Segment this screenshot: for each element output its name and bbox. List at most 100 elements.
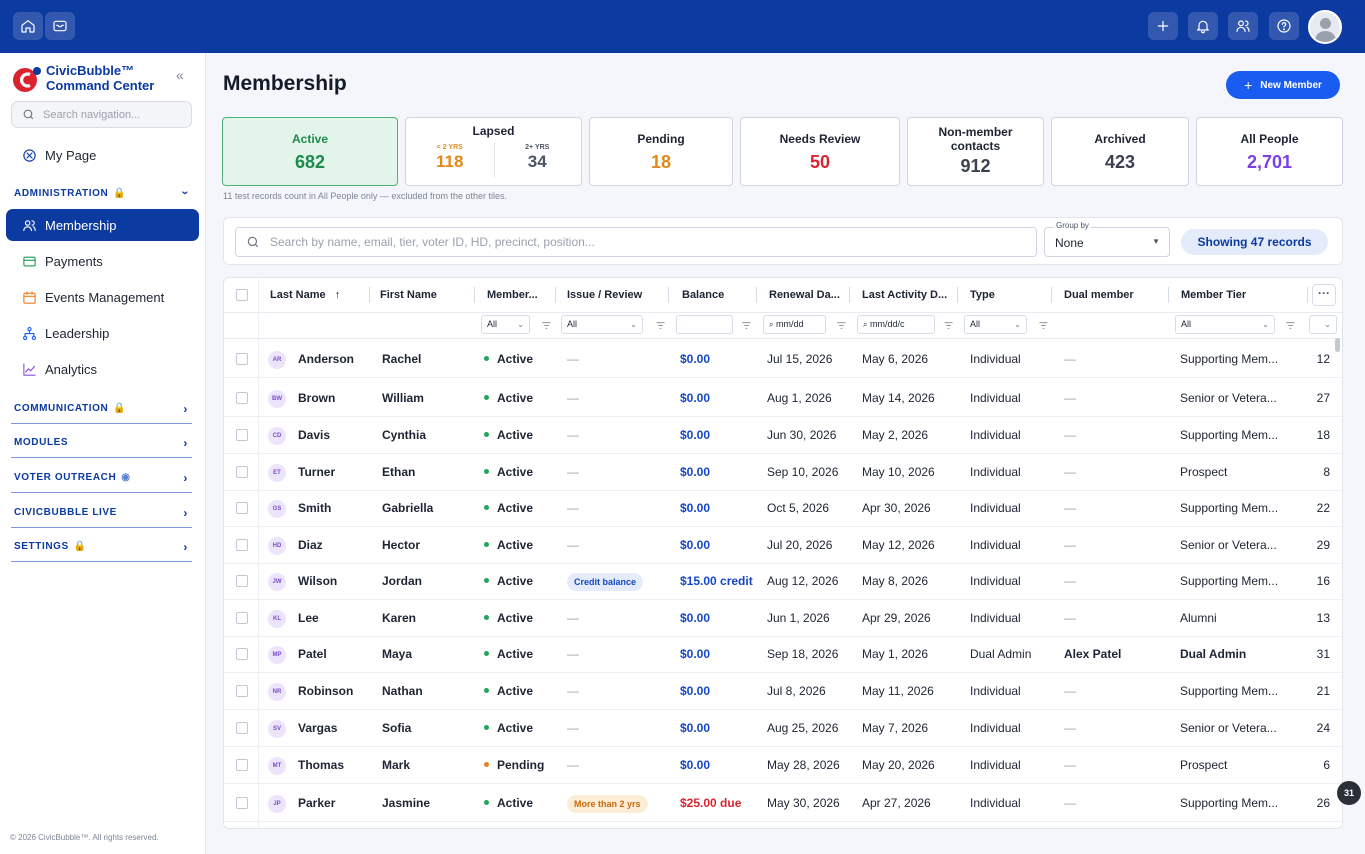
col-member-tier[interactable]: Member Tier	[1181, 289, 1247, 301]
table-row[interactable]: BW Brown William Active — $0.00 Aug 1, 2026 May…	[224, 380, 1342, 417]
section-voter-outreach[interactable]: VOTER OUTREACH ◉ ›	[11, 463, 192, 493]
section-administration[interactable]: ADMINISTRATION 🔒 ›	[11, 178, 193, 208]
messages-button[interactable]	[45, 12, 75, 40]
renewal-date-filter[interactable]: ⌕ mm/dd	[763, 315, 826, 334]
lapsed-under-2[interactable]: < 2 YRS 118	[406, 144, 494, 172]
filter-icon[interactable]	[1038, 318, 1049, 329]
row-checkbox[interactable]	[236, 759, 248, 771]
user-avatar[interactable]	[1308, 10, 1342, 44]
chevron-right-icon: ›	[183, 402, 188, 416]
status-text: Active	[497, 684, 534, 698]
row-checkbox[interactable]	[236, 797, 248, 809]
row-checkbox[interactable]	[236, 575, 248, 587]
tile-all-people[interactable]: All People 2,701	[1196, 117, 1343, 186]
tile-non-member-contacts[interactable]: Non-member contacts 912	[907, 117, 1044, 186]
section-civicbubble-live[interactable]: CIVICBUBBLE LIVE ›	[11, 498, 192, 528]
balance-filter-input[interactable]	[676, 315, 733, 334]
table-row[interactable]: AR Anderson Rachel Active — $0.00 Jul 15, 2026…	[224, 341, 1342, 378]
issue-filter-select[interactable]: All ⌄	[561, 315, 643, 334]
tile-active[interactable]: Active 682	[222, 117, 398, 186]
help-button[interactable]	[1269, 12, 1299, 40]
table-row[interactable]: KL Lee Karen Active — $0.00 Jun 1, 2026 Apr 29,…	[224, 600, 1342, 637]
col-type[interactable]: Type	[970, 289, 995, 301]
home-button[interactable]	[13, 12, 43, 40]
row-checkbox[interactable]	[236, 392, 248, 404]
table-row[interactable]: CD Davis Cynthia Active — $0.00 Jun 30, 2026 Ma…	[224, 417, 1342, 454]
table-row[interactable]: JP Parker Jasmine Active More than 2 yrs $25.…	[224, 785, 1342, 822]
col-balance[interactable]: Balance	[682, 289, 725, 301]
lapsed-over-2[interactable]: 2+ YRS 34	[494, 144, 582, 172]
records-search-input[interactable]: Search by name, email, tier, voter ID, H…	[235, 227, 1037, 257]
row-checkbox[interactable]	[236, 502, 248, 514]
row-checkbox[interactable]	[236, 429, 248, 441]
collapse-sidebar-icon[interactable]: «	[176, 67, 184, 83]
tile-archived[interactable]: Archived 423	[1051, 117, 1189, 186]
cell-member-status: Active	[484, 673, 559, 710]
col-issue-review[interactable]: Issue / Review	[567, 289, 643, 301]
row-checkbox[interactable]	[236, 648, 248, 660]
row-checkbox[interactable]	[236, 466, 248, 478]
section-communication[interactable]: COMMUNICATION 🔒 ›	[11, 394, 192, 424]
tile-lapsed[interactable]: Lapsed < 2 YRS 118 2+ YRS 34	[405, 117, 582, 186]
section-settings[interactable]: SETTINGS 🔒 ›	[11, 532, 192, 562]
table-row[interactable]: JW Wilson Jordan Active Credit balance $15.00…	[224, 563, 1342, 600]
tile-needs-review[interactable]: Needs Review 50	[740, 117, 900, 186]
tile-label: Lapsed	[472, 124, 515, 138]
nav-search-input[interactable]: Search navigation...	[11, 101, 192, 128]
section-label: ADMINISTRATION	[14, 187, 109, 199]
last-activity-filter[interactable]: ⌕ mm/dd/c	[857, 315, 935, 334]
filter-icon[interactable]	[836, 318, 847, 329]
col-dual-member[interactable]: Dual member	[1064, 289, 1134, 301]
col-last-name[interactable]: Last Name ↑	[270, 278, 360, 312]
table-scrollbar[interactable]	[1335, 338, 1340, 352]
member-filter-select[interactable]: All ⌄	[481, 315, 530, 334]
tile-pending[interactable]: Pending 18	[589, 117, 733, 186]
filter-icon[interactable]	[943, 318, 954, 329]
table-row[interactable]: ET Turner Ethan Active — $0.00 Sep 10, 2026 May…	[224, 454, 1342, 491]
tier-filter-select[interactable]: All ⌄	[1175, 315, 1275, 334]
col-first-name[interactable]: First Name	[380, 289, 437, 301]
table-row[interactable]: NR Robinson Nathan Active — $0.00 Jul 8, 2026 M…	[224, 673, 1342, 710]
cell-dual-member: —	[1064, 465, 1076, 479]
filter-icon[interactable]	[655, 318, 666, 329]
new-member-button[interactable]: + New Member	[1226, 71, 1340, 99]
table-row[interactable]: SV Vargas Sofia Active — $0.00 Aug 25, 2026 May…	[224, 710, 1342, 747]
table-row[interactable]: MT Thomas Mark Pending — $0.00 May 28, 2026 May…	[224, 747, 1342, 784]
row-checkbox[interactable]	[236, 539, 248, 551]
chevron-right-icon: ›	[183, 506, 188, 520]
add-button[interactable]	[1148, 12, 1178, 40]
notifications-button[interactable]	[1188, 12, 1218, 40]
row-checkbox[interactable]	[236, 722, 248, 734]
filter-icon[interactable]	[541, 318, 552, 329]
section-label: CIVICBUBBLE LIVE	[14, 507, 117, 518]
sidebar-item-membership[interactable]: Membership	[6, 209, 199, 241]
table-row[interactable]: MP Patel Maya Active — $0.00 Sep 18, 2026 May 1…	[224, 636, 1342, 673]
section-modules[interactable]: MODULES ›	[11, 428, 192, 458]
more-options-button[interactable]: ···	[1312, 284, 1336, 306]
sidebar-item-events-management[interactable]: Events Management	[6, 281, 199, 313]
cell-renewal-date: Jul 20, 2026	[767, 538, 833, 552]
cell-number: 13	[1316, 611, 1330, 625]
table-row[interactable]: GS Smith Gabriella Active — $0.00 Oct 5, 2026 A…	[224, 490, 1342, 527]
sidebar-item-my-page[interactable]: My Page	[6, 139, 199, 171]
row-checkbox[interactable]	[236, 353, 248, 365]
row-checkbox[interactable]	[236, 685, 248, 697]
team-button[interactable]	[1228, 12, 1258, 40]
col-renewal-date[interactable]: Renewal Da...	[769, 289, 840, 301]
floating-count-badge[interactable]: 31	[1337, 781, 1361, 805]
chevron-down-icon: ⌄	[1262, 320, 1269, 329]
sidebar-item-leadership[interactable]: Leadership	[6, 317, 199, 349]
group-by-select[interactable]: Group by None ▼	[1044, 221, 1170, 257]
table-row[interactable]: HD Diaz Hector Active — $0.00 Jul 20, 2026 May …	[224, 527, 1342, 564]
col-member-status[interactable]: Member...	[487, 289, 538, 301]
col-last-activity[interactable]: Last Activity D...	[862, 289, 948, 301]
filter-icon[interactable]	[741, 318, 752, 329]
extra-filter-select[interactable]: ⌄	[1309, 315, 1337, 334]
row-checkbox[interactable]	[236, 612, 248, 624]
type-filter-select[interactable]: All ⌄	[964, 315, 1027, 334]
sidebar-item-analytics[interactable]: Analytics	[6, 353, 199, 385]
brand[interactable]: CivicBubble™ Command Center	[12, 63, 192, 95]
sidebar-item-payments[interactable]: Payments	[6, 245, 199, 277]
select-all-checkbox[interactable]	[236, 289, 248, 301]
filter-icon[interactable]	[1285, 318, 1296, 329]
